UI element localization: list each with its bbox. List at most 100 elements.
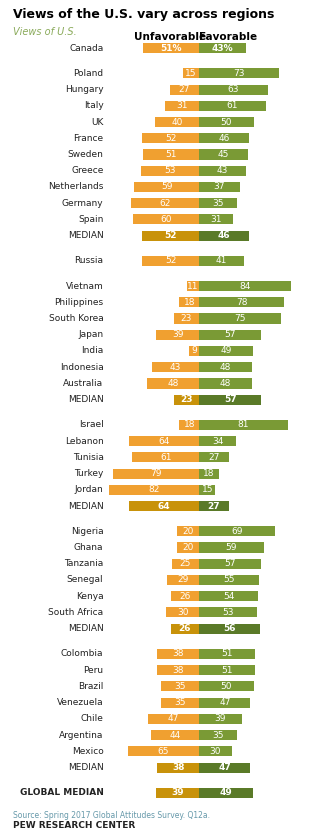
- Text: Greece: Greece: [71, 166, 103, 175]
- Bar: [189, 346, 199, 356]
- Text: 78: 78: [236, 298, 247, 306]
- Text: 47: 47: [219, 698, 231, 707]
- Text: 51: 51: [221, 650, 233, 658]
- Text: 75: 75: [234, 314, 246, 323]
- Text: 20: 20: [183, 527, 194, 536]
- Text: Argentina: Argentina: [59, 731, 103, 740]
- Text: Hungary: Hungary: [65, 85, 103, 94]
- Text: Vietnam: Vietnam: [66, 281, 103, 291]
- Bar: [167, 575, 199, 585]
- Bar: [199, 420, 288, 430]
- Text: Peru: Peru: [83, 665, 103, 675]
- Bar: [199, 746, 232, 757]
- Bar: [132, 453, 199, 463]
- Bar: [174, 313, 199, 323]
- Text: Canada: Canada: [69, 43, 103, 53]
- Text: 64: 64: [158, 502, 170, 510]
- Bar: [199, 165, 246, 176]
- Text: 31: 31: [210, 215, 222, 224]
- Text: 59: 59: [225, 543, 237, 552]
- Text: Lebanon: Lebanon: [65, 437, 103, 446]
- Text: 27: 27: [179, 85, 190, 94]
- Bar: [169, 84, 199, 94]
- Text: 64: 64: [158, 437, 170, 446]
- Text: 35: 35: [174, 682, 186, 691]
- Text: Nigeria: Nigeria: [71, 527, 103, 536]
- Bar: [109, 485, 199, 495]
- Text: 9: 9: [191, 347, 197, 356]
- Bar: [199, 330, 261, 340]
- Text: 18: 18: [183, 420, 195, 429]
- Text: 53: 53: [222, 608, 234, 617]
- Bar: [142, 256, 199, 266]
- Text: 69: 69: [231, 527, 243, 536]
- Bar: [113, 468, 199, 478]
- Bar: [199, 714, 242, 724]
- Text: 52: 52: [165, 256, 176, 266]
- Bar: [199, 346, 253, 356]
- Text: Favorable: Favorable: [199, 32, 257, 42]
- Text: South Africa: South Africa: [48, 608, 103, 617]
- Text: 63: 63: [228, 85, 239, 94]
- Text: Unfavorable: Unfavorable: [134, 32, 206, 42]
- Text: Spain: Spain: [78, 215, 103, 224]
- Text: 56: 56: [224, 625, 236, 633]
- Text: Tanzania: Tanzania: [64, 559, 103, 569]
- Bar: [199, 575, 259, 585]
- Bar: [199, 68, 279, 78]
- Text: Russia: Russia: [74, 256, 103, 266]
- Text: Poland: Poland: [73, 68, 103, 78]
- Text: Sweden: Sweden: [68, 150, 103, 159]
- Text: 18: 18: [183, 298, 195, 306]
- Bar: [199, 730, 237, 740]
- Bar: [199, 453, 229, 463]
- Bar: [199, 198, 237, 208]
- Text: 47: 47: [218, 763, 231, 772]
- Text: 43: 43: [217, 166, 228, 175]
- Text: 39: 39: [171, 788, 184, 797]
- Text: 81: 81: [238, 420, 249, 429]
- Bar: [199, 313, 281, 323]
- Bar: [199, 43, 246, 53]
- Bar: [170, 624, 199, 634]
- Text: Australia: Australia: [63, 379, 103, 388]
- Bar: [199, 501, 229, 511]
- Text: India: India: [81, 347, 103, 356]
- Bar: [129, 501, 199, 511]
- Bar: [199, 624, 260, 634]
- Bar: [199, 543, 264, 553]
- Bar: [143, 43, 199, 53]
- Text: 65: 65: [158, 746, 169, 756]
- Text: Japan: Japan: [78, 331, 103, 339]
- Text: 61: 61: [227, 101, 238, 110]
- Text: 35: 35: [174, 698, 186, 707]
- Text: Philippines: Philippines: [54, 298, 103, 306]
- Text: 27: 27: [208, 453, 219, 462]
- Text: South Korea: South Korea: [49, 314, 103, 323]
- Text: Turkey: Turkey: [74, 469, 103, 478]
- Text: 79: 79: [150, 469, 162, 478]
- Text: 45: 45: [218, 150, 229, 159]
- Text: Views of the U.S. vary across regions: Views of the U.S. vary across regions: [13, 8, 274, 22]
- Bar: [142, 230, 199, 240]
- Text: 48: 48: [220, 362, 231, 372]
- Bar: [179, 420, 199, 430]
- Text: MEDIAN: MEDIAN: [68, 502, 103, 510]
- Bar: [142, 134, 199, 144]
- Text: Views of U.S.: Views of U.S.: [13, 27, 76, 37]
- Text: 30: 30: [210, 746, 221, 756]
- Text: 43%: 43%: [212, 43, 233, 53]
- Text: 57: 57: [224, 395, 237, 404]
- Text: 38: 38: [172, 665, 184, 675]
- Bar: [199, 681, 254, 691]
- Bar: [155, 117, 199, 127]
- Text: UK: UK: [91, 118, 103, 127]
- Text: 20: 20: [183, 543, 194, 552]
- Bar: [199, 697, 251, 707]
- Text: MEDIAN: MEDIAN: [68, 231, 103, 240]
- Bar: [170, 591, 199, 601]
- Text: 54: 54: [223, 592, 234, 600]
- Text: 41: 41: [216, 256, 227, 266]
- Bar: [199, 436, 236, 446]
- Text: 57: 57: [225, 331, 236, 339]
